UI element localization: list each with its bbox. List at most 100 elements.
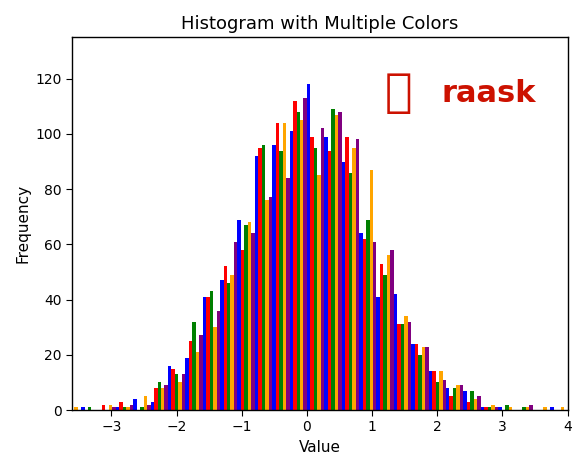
Bar [296,112,300,410]
Bar [303,98,307,410]
Bar [185,358,189,410]
Bar [237,219,241,410]
Bar [116,407,119,410]
Bar [175,374,178,410]
Bar [387,255,390,410]
Bar [203,297,206,410]
Bar [182,374,185,410]
Bar [349,172,352,410]
Bar [217,311,220,410]
Bar [171,368,175,410]
Bar [404,316,408,410]
Bar [561,407,564,410]
Bar [147,405,150,410]
Bar [321,128,325,410]
Bar [529,405,533,410]
Bar [373,242,376,410]
Bar [418,355,421,410]
Bar [363,239,366,410]
Bar [439,371,443,410]
Bar [150,402,154,410]
Bar [383,275,387,410]
Bar [314,148,318,410]
Bar [495,407,498,410]
Bar [289,131,293,410]
Bar [550,407,554,410]
Bar [130,405,133,410]
Bar [488,407,491,410]
Bar [293,101,296,410]
Bar [432,371,436,410]
X-axis label: Value: Value [299,440,341,455]
Bar [359,233,363,410]
Bar [369,170,373,410]
Bar [154,388,157,410]
Bar [74,407,77,410]
Title: Histogram with Multiple Colors: Histogram with Multiple Colors [181,15,458,33]
Bar [269,197,272,410]
Bar [199,336,203,410]
Bar [164,385,168,410]
Bar [436,383,439,410]
Bar [178,383,182,410]
Bar [544,407,546,410]
Bar [526,407,529,410]
Text: 👤: 👤 [384,71,412,116]
Bar [331,109,335,410]
Bar [168,366,171,410]
Bar [119,402,123,410]
Bar [300,120,303,410]
Bar [133,399,137,410]
Bar [140,407,144,410]
Bar [491,405,495,410]
Bar [460,385,463,410]
Bar [421,346,425,410]
Bar [457,385,460,410]
Bar [318,175,321,410]
Bar [307,84,311,410]
Bar [345,137,349,410]
Bar [282,123,286,410]
Bar [335,115,338,410]
Bar [123,407,126,410]
Bar [470,391,474,410]
Bar [481,407,484,410]
Bar [338,112,342,410]
Bar [443,380,446,410]
Bar [189,341,193,410]
Bar [220,280,224,410]
Bar [157,383,161,410]
Bar [446,388,450,410]
Bar [224,266,227,410]
Bar [234,242,237,410]
Bar [356,140,359,410]
Bar [453,388,457,410]
Bar [429,371,432,410]
Bar [484,407,488,410]
Bar [244,225,248,410]
Bar [112,407,116,410]
Bar [328,150,331,410]
Bar [505,405,508,410]
Bar [394,294,397,410]
Bar [286,178,289,410]
Bar [241,250,244,410]
Bar [258,148,262,410]
Bar [477,396,481,410]
Bar [213,327,217,410]
Bar [414,344,418,410]
Bar [88,407,92,410]
Bar [109,405,112,410]
Bar [397,324,401,410]
Bar [102,405,105,410]
Bar [265,200,269,410]
Bar [251,233,255,410]
Bar [342,162,345,410]
Bar [408,321,411,410]
Bar [390,250,394,410]
Bar [508,407,512,410]
Bar [450,396,453,410]
Bar [474,399,477,410]
Bar [193,321,195,410]
Bar [81,407,85,410]
